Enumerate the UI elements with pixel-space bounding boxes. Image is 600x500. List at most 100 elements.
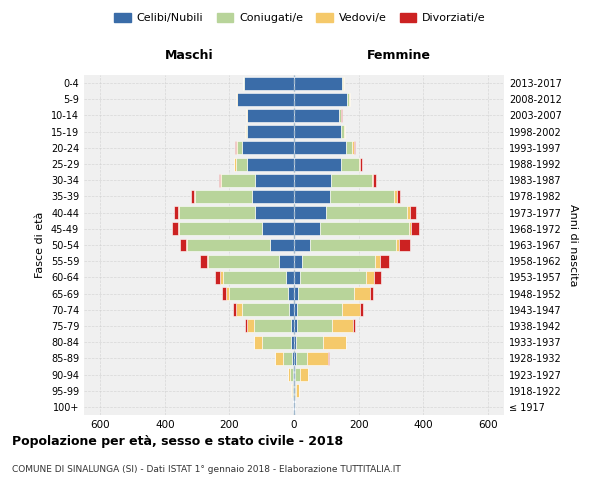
Bar [329, 190, 394, 203]
Bar [380, 254, 389, 268]
Bar [346, 142, 352, 154]
Bar [294, 222, 320, 235]
Bar [215, 271, 220, 284]
Bar [287, 287, 294, 300]
Bar [360, 158, 362, 170]
Bar [354, 142, 355, 154]
Bar [341, 125, 344, 138]
Bar [293, 368, 294, 381]
Bar [219, 174, 220, 186]
Text: Femmine: Femmine [367, 49, 431, 62]
Bar [236, 304, 242, 316]
Bar [407, 206, 410, 219]
Bar [226, 287, 229, 300]
Bar [326, 206, 407, 219]
Bar [245, 320, 247, 332]
Bar [409, 222, 411, 235]
Bar [247, 125, 294, 138]
Bar [399, 238, 410, 252]
Bar [292, 352, 294, 365]
Bar [208, 254, 280, 268]
Text: Maschi: Maschi [164, 49, 214, 62]
Bar [341, 109, 342, 122]
Bar [396, 238, 399, 252]
Bar [296, 320, 332, 332]
Bar [262, 336, 292, 348]
Bar [294, 320, 296, 332]
Bar [294, 352, 296, 365]
Bar [196, 190, 252, 203]
Bar [292, 384, 293, 397]
Bar [344, 125, 345, 138]
Bar [294, 93, 347, 106]
Bar [294, 109, 339, 122]
Bar [287, 368, 290, 381]
Bar [180, 238, 186, 252]
Bar [233, 158, 234, 170]
Bar [290, 368, 293, 381]
Bar [191, 190, 194, 203]
Bar [178, 206, 179, 219]
Bar [200, 254, 207, 268]
Bar [296, 352, 307, 365]
Bar [289, 304, 294, 316]
Bar [295, 368, 300, 381]
Bar [294, 142, 346, 154]
Bar [247, 109, 294, 122]
Bar [375, 254, 380, 268]
Bar [255, 206, 294, 219]
Bar [302, 254, 375, 268]
Bar [238, 93, 294, 106]
Bar [296, 336, 323, 348]
Bar [280, 254, 294, 268]
Bar [270, 238, 294, 252]
Bar [294, 271, 300, 284]
Bar [296, 384, 299, 397]
Bar [254, 320, 291, 332]
Bar [292, 336, 294, 348]
Bar [297, 304, 343, 316]
Bar [373, 174, 376, 186]
Bar [236, 158, 247, 170]
Bar [242, 142, 294, 154]
Bar [353, 320, 355, 332]
Bar [307, 352, 328, 365]
Bar [187, 238, 270, 252]
Text: Popolazione per età, sesso e stato civile - 2018: Popolazione per età, sesso e stato civil… [12, 435, 343, 448]
Bar [236, 142, 238, 154]
Bar [178, 222, 179, 235]
Bar [175, 206, 178, 219]
Bar [343, 76, 344, 90]
Bar [374, 271, 381, 284]
Bar [295, 384, 296, 397]
Bar [221, 287, 226, 300]
Bar [294, 190, 329, 203]
Bar [237, 93, 238, 106]
Bar [207, 254, 208, 268]
Bar [255, 174, 294, 186]
Text: COMUNE DI SINALUNGA (SI) - Dati ISTAT 1° gennaio 2018 - Elaborazione TUTTITALIA.: COMUNE DI SINALUNGA (SI) - Dati ISTAT 1°… [12, 465, 401, 474]
Bar [233, 304, 236, 316]
Bar [283, 352, 292, 365]
Bar [339, 109, 341, 122]
Bar [223, 271, 286, 284]
Bar [294, 400, 295, 413]
Bar [298, 287, 355, 300]
Y-axis label: Fasce di età: Fasce di età [35, 212, 45, 278]
Bar [300, 271, 366, 284]
Bar [410, 206, 416, 219]
Bar [293, 400, 294, 413]
Bar [186, 238, 187, 252]
Bar [294, 384, 295, 397]
Bar [323, 336, 346, 348]
Bar [247, 158, 294, 170]
Bar [286, 271, 294, 284]
Bar [294, 287, 298, 300]
Bar [349, 93, 350, 106]
Bar [291, 384, 292, 397]
Legend: Celibi/Nubili, Coniugati/e, Vedovi/e, Divorziati/e: Celibi/Nubili, Coniugati/e, Vedovi/e, Di… [110, 8, 490, 28]
Bar [366, 271, 374, 284]
Bar [294, 336, 296, 348]
Bar [252, 190, 294, 203]
Bar [343, 304, 360, 316]
